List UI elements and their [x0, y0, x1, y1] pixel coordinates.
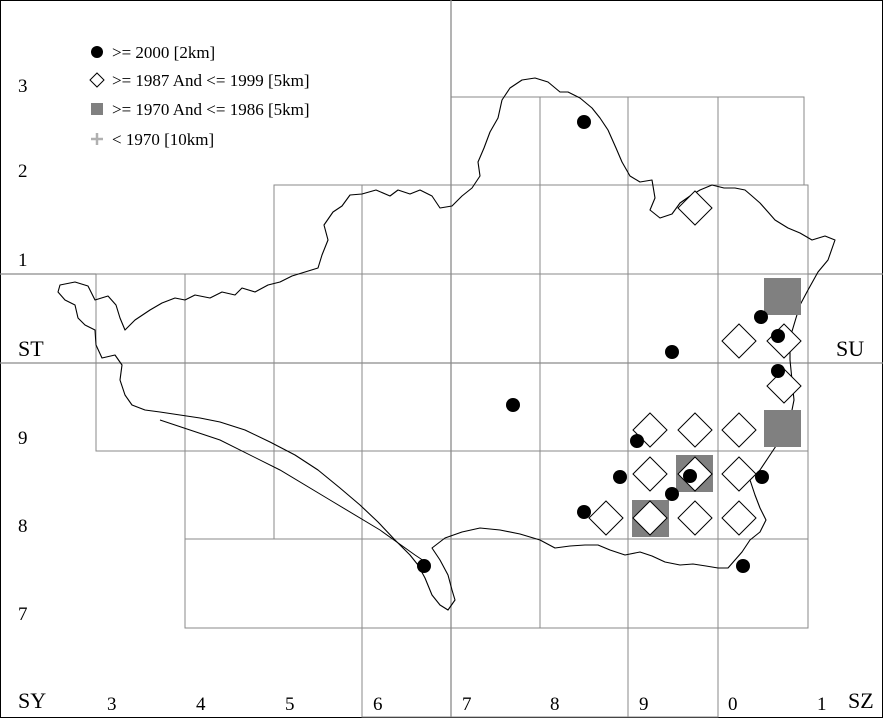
- northing-label: 7: [18, 604, 28, 625]
- record-dot: [683, 469, 697, 483]
- record-dot: [755, 470, 769, 484]
- record-diamond: [677, 412, 713, 448]
- legend-diamond-icon: [89, 72, 105, 88]
- easting-label: 5: [285, 694, 295, 715]
- legend-dot-icon: [91, 46, 103, 58]
- easting-label: 6: [373, 694, 383, 715]
- legend: >= 2000 [2km] >= 1987 And <= 1999 [5km] …: [89, 43, 309, 149]
- easting-label: 7: [462, 694, 472, 715]
- record-diamond: [721, 323, 757, 359]
- record-diamond: [721, 412, 757, 448]
- grid-label-sz: SZ: [848, 688, 874, 713]
- county-boundary: [57, 77, 836, 611]
- record-dot: [417, 559, 431, 573]
- northing-label: 8: [18, 516, 28, 537]
- easting-label: 1: [817, 694, 827, 715]
- record-dot: [577, 505, 591, 519]
- record-dot: [665, 487, 679, 501]
- legend-label: < 1970 [10km]: [112, 130, 214, 149]
- northing-label: 3: [18, 76, 28, 97]
- chesil-beach: [159, 419, 431, 566]
- grid-label-su: SU: [836, 336, 864, 361]
- grid-label-sy: SY: [18, 688, 46, 713]
- record-dot: [506, 398, 520, 412]
- record-dot: [771, 329, 785, 343]
- legend-label: >= 2000 [2km]: [112, 43, 215, 62]
- easting-label: 8: [550, 694, 560, 715]
- record-diamond: [721, 456, 757, 492]
- record-dot: [577, 115, 591, 129]
- record-dot: [630, 434, 644, 448]
- record-square: [764, 410, 801, 447]
- record-dot: [736, 559, 750, 573]
- legend-square-icon: [91, 103, 103, 115]
- legend-label: >= 1987 And <= 1999 [5km]: [112, 71, 309, 90]
- record-diamond: [677, 500, 713, 536]
- records-1970-1986: [632, 278, 801, 537]
- northing-label: 2: [18, 161, 28, 182]
- legend-label: >= 1970 And <= 1986 [5km]: [112, 100, 309, 119]
- legend-plus-icon: [91, 133, 103, 145]
- record-dot: [613, 470, 627, 484]
- easting-label: 4: [196, 694, 206, 715]
- records-2000-plus: [417, 115, 785, 573]
- record-diamond: [766, 323, 802, 359]
- record-dot: [665, 345, 679, 359]
- easting-label: 0: [728, 694, 738, 715]
- record-diamond: [721, 500, 757, 536]
- record-diamond: [588, 500, 624, 536]
- easting-label: 3: [107, 694, 117, 715]
- record-diamond: [632, 500, 668, 536]
- northing-label: 9: [18, 428, 28, 449]
- northing-label: 1: [18, 250, 28, 271]
- easting-label: 9: [639, 694, 649, 715]
- record-diamond: [632, 456, 668, 492]
- record-diamond: [677, 190, 713, 226]
- record-square: [764, 278, 801, 315]
- records-1987-1999: [588, 190, 802, 536]
- record-dot: [754, 310, 768, 324]
- record-dot: [771, 364, 785, 378]
- grid-label-st: ST: [18, 336, 44, 361]
